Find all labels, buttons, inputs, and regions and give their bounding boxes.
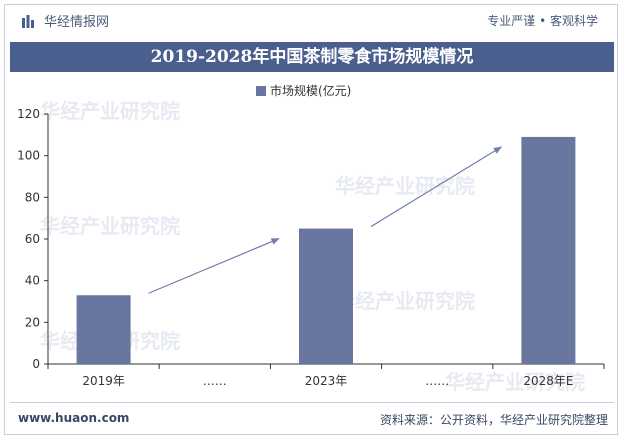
x-axis: 2019年 …… 2023年 …… 2028年E — [47, 363, 605, 388]
y-tick-label: 60 — [25, 232, 40, 246]
y-tick-label: 120 — [17, 107, 40, 121]
brand-name: 华经情报网 — [44, 15, 110, 30]
trend-arrow — [148, 238, 280, 294]
y-tick-label: 80 — [25, 190, 40, 204]
y-tick-label: 20 — [25, 315, 40, 329]
data-source: 资料来源：公开资料，华经产业研究院整理 — [379, 413, 608, 427]
y-tick-label: 40 — [25, 274, 40, 288]
x-tick-label: 2019年 — [82, 374, 125, 388]
x-tick-label: …… — [425, 374, 449, 388]
x-tick-label: 2023年 — [305, 374, 348, 388]
y-axis: 0 20 40 60 80 100 120 — [17, 107, 49, 371]
slogan: 专业严谨 • 客观科学 — [487, 14, 598, 28]
x-tick-label: …… — [203, 374, 227, 388]
chart-title: 2019-2028年中国茶制零食市场规模情况 — [10, 42, 614, 72]
legend-label: 市场规模(亿元) — [270, 83, 351, 98]
legend-swatch — [256, 86, 266, 96]
brand-logo-icon — [22, 14, 34, 28]
bars — [76, 136, 576, 364]
bar — [521, 136, 576, 364]
footer-url[interactable]: www.huaon.com — [18, 411, 130, 425]
y-tick-label: 0 — [32, 357, 40, 371]
brand: 华经情报网 — [22, 11, 109, 30]
bar — [76, 295, 131, 364]
bar — [299, 228, 353, 364]
footer: www.huaon.com 资料来源：公开资料，华经产业研究院整理 — [10, 402, 614, 433]
legend: 市场规模(亿元) — [256, 83, 351, 98]
y-tick-label: 100 — [17, 149, 40, 163]
top-bar: 华经情报网 专业严谨 • 客观科学 — [6, 8, 618, 34]
trend-arrows — [148, 146, 503, 294]
trend-arrow — [370, 146, 503, 228]
x-tick-label: 2028年E — [523, 374, 573, 388]
